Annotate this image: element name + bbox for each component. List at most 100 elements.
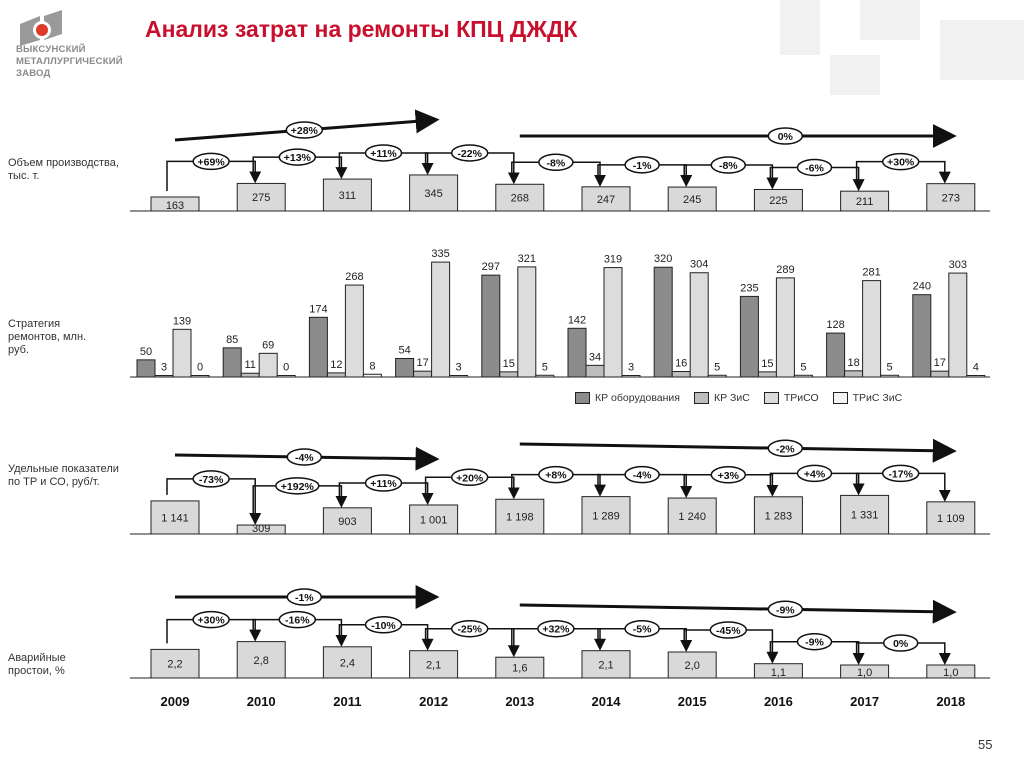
change-badge — [537, 619, 575, 638]
value-label: 2,4 — [340, 657, 355, 669]
change-label: -73% — [199, 474, 224, 486]
decor-block — [860, 0, 920, 40]
value-box — [409, 174, 459, 212]
logo-line: ЗАВОД — [16, 68, 51, 79]
change-badge — [881, 152, 920, 171]
change-badge — [278, 148, 317, 166]
value-box — [926, 664, 976, 679]
legend-item: ТРиСО — [763, 392, 819, 404]
year-label: 2010 — [247, 694, 276, 709]
bar-value-label: 12 — [330, 359, 342, 371]
change-label: +3% — [718, 470, 740, 482]
value-label: 1 240 — [678, 511, 706, 523]
value-label: 1,6 — [512, 663, 527, 675]
legend-label: ТРиС ЗиС — [852, 392, 903, 404]
bar-value-label: 34 — [589, 351, 601, 363]
value-box — [840, 494, 890, 535]
value-label: 2,0 — [685, 660, 700, 672]
change-badge — [796, 464, 833, 483]
change-badge — [285, 121, 324, 139]
value-label: 1,1 — [771, 667, 786, 679]
bar-kr-equipment — [567, 327, 587, 378]
value-label: 211 — [856, 196, 874, 208]
logo-text: ВЫКСУНСКИЙ МЕТАЛЛУРГИЧЕСКИЙ ЗАВОД — [16, 44, 123, 80]
page-number: 55 — [978, 737, 993, 752]
change-badge — [710, 466, 747, 484]
bar-value-label: 303 — [949, 259, 967, 271]
bar-value-label: 128 — [826, 319, 844, 331]
bar-kr-zis — [240, 372, 260, 378]
value-box — [840, 190, 890, 212]
bar-value-label: 321 — [518, 253, 536, 265]
value-box — [150, 196, 200, 212]
bar-value-label: 11 — [244, 359, 255, 371]
value-label: 2,1 — [598, 659, 613, 671]
bar-value-label: 5 — [714, 361, 720, 373]
bar-value-label: 281 — [862, 267, 880, 279]
bar-value-label: 69 — [262, 339, 274, 351]
value-box — [150, 648, 200, 679]
bar-tris-zis — [190, 375, 210, 378]
bar-kr-equipment — [222, 347, 242, 378]
value-box — [495, 183, 545, 212]
legend: КР оборудования КР ЗиС ТРиСО ТРиС ЗиС — [575, 392, 902, 404]
change-label: +8% — [545, 470, 567, 482]
bar-triso — [517, 266, 537, 378]
value-label: 903 — [338, 516, 356, 528]
bar-tris-zis — [966, 375, 986, 378]
change-label: +20% — [456, 472, 484, 484]
bar-value-label: 5 — [887, 361, 893, 373]
bar-value-label: 268 — [345, 271, 363, 283]
value-label: 1,0 — [943, 667, 958, 679]
decor-block — [940, 20, 1024, 80]
company-logo — [12, 10, 132, 90]
value-label: 247 — [597, 194, 615, 206]
change-label: -16% — [285, 615, 310, 627]
bar-kr-equipment — [826, 332, 846, 378]
value-box — [581, 496, 631, 535]
bar-value-label: 4 — [973, 362, 979, 374]
value-label: 1 331 — [851, 510, 879, 522]
bar-kr-zis — [930, 370, 950, 378]
legend-item: ТРиС ЗиС — [832, 392, 903, 404]
change-label: +11% — [370, 478, 397, 490]
legend-label: КР ЗиС — [713, 392, 750, 404]
trend-arrow — [519, 438, 957, 463]
bar-value-label: 5 — [542, 361, 548, 373]
bar-value-label: 320 — [654, 253, 672, 265]
value-label: 2,2 — [167, 659, 182, 671]
year-label: 2018 — [936, 694, 965, 709]
bar-kr-zis — [757, 371, 777, 378]
change-badge — [192, 610, 230, 629]
bar-value-label: 3 — [628, 362, 634, 374]
change-badge — [364, 474, 403, 492]
change-label: -10% — [371, 620, 396, 632]
bar-kr-equipment — [912, 294, 932, 378]
bar-value-label: 3 — [456, 362, 462, 374]
bar-value-label: 18 — [847, 357, 859, 369]
value-box — [753, 188, 803, 212]
change-badge — [450, 144, 489, 162]
change-badge — [286, 448, 323, 466]
change-badge — [278, 610, 317, 629]
legend-item: КР ЗиС — [693, 392, 750, 404]
value-box — [409, 504, 459, 535]
change-badge — [538, 153, 574, 172]
bar-tris-zis — [535, 374, 555, 378]
change-badge — [450, 468, 489, 487]
section-label-strategy: Стратегия ремонтов, млн. руб. — [8, 318, 87, 356]
page-title: Анализ затрат на ремонты КПЦ ДЖДК — [145, 16, 578, 42]
value-label: 1 198 — [506, 512, 534, 524]
legend-swatch — [575, 392, 590, 404]
bar-kr-zis — [154, 375, 174, 378]
value-label: 1,0 — [857, 667, 872, 679]
value-label: 225 — [769, 195, 787, 207]
year-label: 2015 — [678, 694, 707, 709]
change-label: 0% — [778, 131, 794, 143]
change-label: -9% — [805, 637, 824, 649]
legend-swatch — [763, 392, 779, 404]
change-badge — [796, 632, 833, 651]
value-label: 273 — [942, 192, 960, 204]
bar-kr-equipment — [653, 266, 673, 378]
change-label: +11% — [370, 148, 397, 160]
